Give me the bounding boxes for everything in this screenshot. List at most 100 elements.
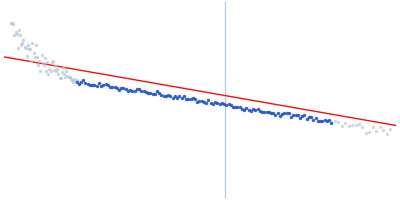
Point xyxy=(46,67,53,70)
Point xyxy=(125,89,131,92)
Point xyxy=(58,77,64,80)
Point xyxy=(203,101,209,104)
Point xyxy=(140,90,147,93)
Point xyxy=(212,101,218,104)
Point xyxy=(349,123,355,126)
Point xyxy=(236,105,243,108)
Point xyxy=(48,60,55,63)
Point xyxy=(82,82,89,85)
Point xyxy=(308,115,314,119)
Point xyxy=(256,109,263,113)
Point xyxy=(59,71,65,74)
Point xyxy=(332,119,338,123)
Point xyxy=(268,111,274,115)
Point xyxy=(246,108,252,112)
Point xyxy=(111,85,118,88)
Point xyxy=(363,131,369,134)
Point xyxy=(37,69,44,72)
Point xyxy=(54,67,60,71)
Point xyxy=(310,118,317,121)
Point xyxy=(44,60,50,64)
Point xyxy=(53,69,59,72)
Point xyxy=(87,83,93,86)
Point xyxy=(359,125,366,129)
Point xyxy=(71,78,78,81)
Point xyxy=(234,106,241,109)
Point xyxy=(134,88,140,91)
Point xyxy=(102,83,109,86)
Point xyxy=(45,72,52,75)
Point xyxy=(56,76,63,79)
Point xyxy=(156,92,162,95)
Point xyxy=(210,102,216,105)
Point xyxy=(68,77,74,80)
Point xyxy=(51,68,57,72)
Point xyxy=(21,45,28,48)
Point xyxy=(63,70,70,73)
Point xyxy=(26,47,32,50)
Point xyxy=(196,99,203,102)
Point xyxy=(335,120,342,124)
Point xyxy=(219,102,225,105)
Point xyxy=(286,111,292,114)
Point xyxy=(274,111,281,115)
Point xyxy=(20,39,27,42)
Point xyxy=(387,127,393,130)
Point xyxy=(145,91,151,94)
Point xyxy=(9,22,15,25)
Point xyxy=(290,113,296,116)
Point xyxy=(228,104,234,107)
Point xyxy=(346,124,352,127)
Point xyxy=(36,59,42,62)
Point xyxy=(149,93,156,96)
Point xyxy=(263,110,270,114)
Point xyxy=(47,70,54,73)
Point xyxy=(165,94,171,97)
Point xyxy=(40,64,47,67)
Point xyxy=(132,89,138,92)
Point xyxy=(319,120,326,123)
Point xyxy=(281,112,288,115)
Point xyxy=(254,108,261,111)
Point xyxy=(69,78,75,81)
Point xyxy=(34,55,40,59)
Point xyxy=(98,84,104,87)
Point xyxy=(30,51,37,55)
Point xyxy=(194,100,200,103)
Point xyxy=(109,85,116,88)
Point xyxy=(11,34,18,37)
Point xyxy=(89,83,95,87)
Point xyxy=(38,54,45,57)
Point xyxy=(183,98,189,101)
Point xyxy=(25,43,31,47)
Point xyxy=(116,89,122,92)
Point xyxy=(366,131,372,134)
Point xyxy=(32,55,38,59)
Point xyxy=(52,65,58,68)
Point xyxy=(239,107,245,110)
Point xyxy=(205,99,212,102)
Point xyxy=(143,90,149,93)
Point xyxy=(326,118,332,122)
Point xyxy=(120,86,127,89)
Point xyxy=(43,69,49,72)
Point xyxy=(270,111,276,114)
Point xyxy=(84,83,91,86)
Point xyxy=(35,64,41,67)
Point xyxy=(29,42,36,45)
Point xyxy=(248,110,254,113)
Point xyxy=(167,94,174,97)
Point xyxy=(136,88,142,91)
Point xyxy=(214,102,220,105)
Point xyxy=(12,30,19,33)
Point xyxy=(250,107,256,110)
Point xyxy=(55,72,62,76)
Point xyxy=(174,96,180,100)
Point xyxy=(221,102,227,106)
Point xyxy=(94,84,100,88)
Point xyxy=(78,81,84,84)
Point xyxy=(17,33,23,37)
Point xyxy=(114,86,120,90)
Point xyxy=(315,119,321,122)
Point xyxy=(22,46,29,49)
